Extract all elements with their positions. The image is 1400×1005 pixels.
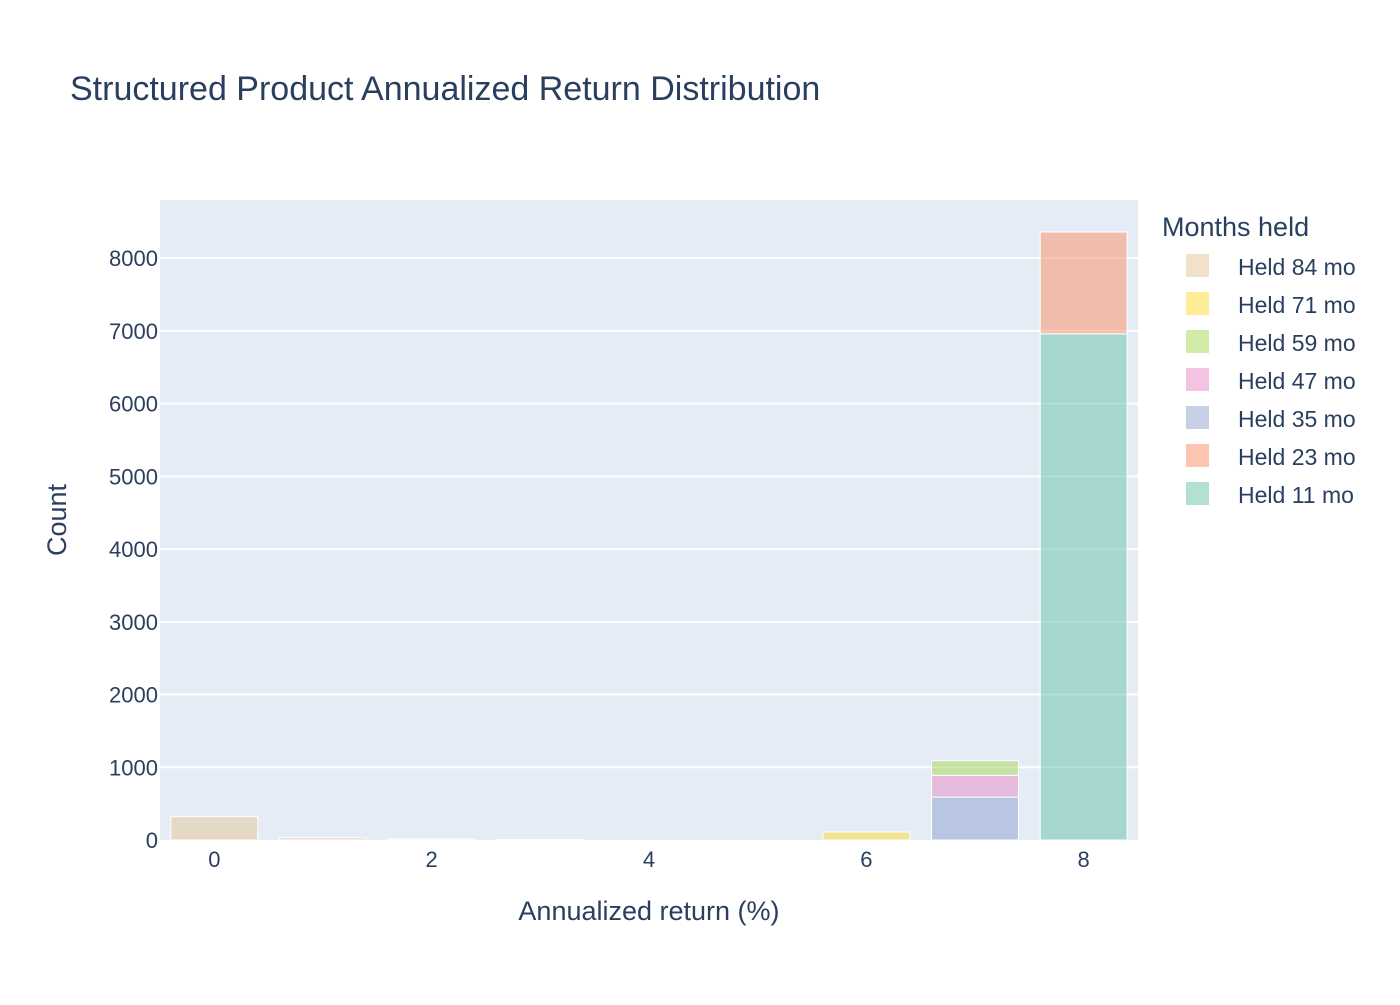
legend-label: Held 23 mo: [1238, 444, 1356, 470]
legend-item[interactable]: Held 84 mo: [1186, 254, 1356, 280]
bar-segment[interactable]: [931, 796, 1019, 841]
legend-item[interactable]: Held 23 mo: [1186, 444, 1356, 470]
bar-segment[interactable]: [170, 816, 259, 841]
y-tick-label: 8000: [109, 246, 158, 271]
legend-item[interactable]: Held 47 mo: [1186, 368, 1356, 394]
y-tick-label: 5000: [109, 464, 158, 489]
chart-title: Structured Product Annualized Return Dis…: [70, 70, 820, 108]
bar-segment[interactable]: [1039, 333, 1128, 841]
legend-swatch: [1186, 482, 1209, 505]
legend-label: Held 35 mo: [1238, 406, 1356, 432]
x-tick-label: 6: [860, 847, 872, 872]
x-tick-label: 8: [1078, 847, 1090, 872]
legend-swatch: [1186, 292, 1209, 315]
y-tick-label: 6000: [109, 392, 158, 417]
y-axis-label: Count: [42, 483, 72, 556]
y-tick-label: 4000: [109, 537, 158, 562]
legend-title: Months held: [1162, 212, 1309, 242]
legend-swatch: [1186, 406, 1209, 429]
y-tick-label: 3000: [109, 610, 158, 635]
legend-item[interactable]: Held 71 mo: [1186, 292, 1356, 318]
y-axis-ticks: 0 1000 2000 3000 4000 5000 6000 7000 8000: [109, 246, 158, 853]
bars: [170, 231, 1128, 842]
x-tick-label: 2: [426, 847, 438, 872]
legend-swatch: [1186, 330, 1209, 353]
x-axis-ticks: 0 2 4 6 8: [208, 847, 1090, 872]
bar-segment[interactable]: [931, 774, 1019, 798]
legend-swatch: [1186, 368, 1209, 391]
legend-swatch: [1186, 254, 1209, 277]
bar-segment[interactable]: [387, 838, 476, 841]
legend-label: Held 84 mo: [1238, 254, 1356, 280]
bar-segment[interactable]: [496, 839, 585, 842]
legend-label: Held 59 mo: [1238, 330, 1356, 356]
legend-label: Held 11 mo: [1238, 482, 1354, 508]
y-tick-label: 2000: [109, 683, 158, 708]
y-tick-label: 7000: [109, 319, 158, 344]
plot-area: [160, 200, 1138, 840]
gridlines: [160, 257, 1138, 769]
legend-swatch: [1186, 444, 1209, 467]
legend-label: Held 71 mo: [1238, 292, 1356, 318]
x-tick-label: 4: [643, 847, 655, 872]
bar-segment[interactable]: [1039, 231, 1128, 335]
bar-segment[interactable]: [931, 760, 1019, 776]
legend-label: Held 47 mo: [1238, 368, 1356, 394]
legend-item[interactable]: Held 59 mo: [1186, 330, 1356, 356]
y-tick-label: 0: [146, 828, 158, 853]
y-tick-label: 1000: [109, 755, 158, 780]
x-axis-label: Annualized return (%): [518, 896, 779, 926]
legend-item[interactable]: Held 35 mo: [1186, 406, 1356, 432]
legend[interactable]: Months held Held 84 mo Held 71 mo Held 59 …: [1162, 212, 1356, 508]
bar-segment[interactable]: [822, 831, 911, 841]
bar-segment[interactable]: [279, 837, 367, 841]
x-tick-label: 0: [208, 847, 220, 872]
legend-item[interactable]: Held 11 mo: [1186, 482, 1354, 508]
